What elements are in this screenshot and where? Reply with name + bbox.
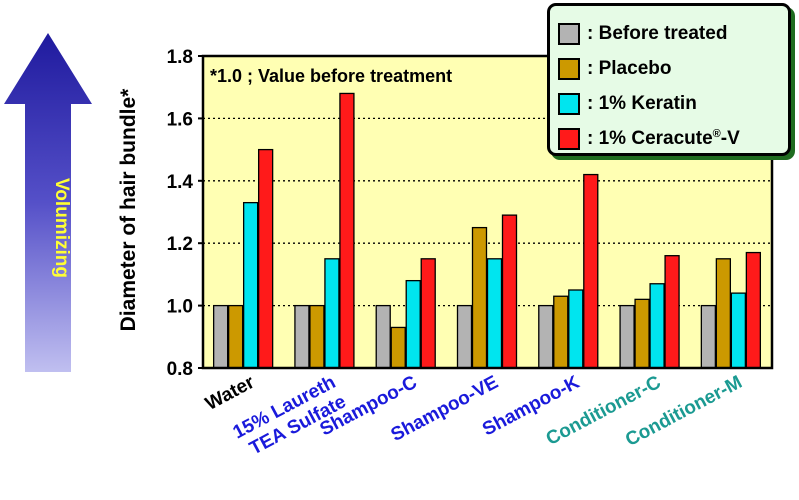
y-tick-label: 1.0 <box>167 297 193 318</box>
bar <box>339 92 355 369</box>
y-tick-label: 1.4 <box>167 172 194 193</box>
bar <box>619 304 635 369</box>
legend-label: : Placebo <box>587 58 672 79</box>
bar <box>420 258 436 369</box>
bar <box>501 214 518 369</box>
legend-item-keratin: : 1% Keratin <box>558 89 697 119</box>
bar <box>257 148 274 369</box>
bar <box>294 304 310 369</box>
bar <box>309 304 325 369</box>
legend-swatch-before-treated <box>558 23 580 45</box>
bar <box>730 292 747 369</box>
bar <box>715 258 732 369</box>
legend-label: : Before treated <box>587 23 728 44</box>
bar <box>745 251 762 369</box>
bar <box>324 258 340 369</box>
bar <box>227 304 244 369</box>
y-tick-label: 0.8 <box>167 359 193 380</box>
bar <box>471 226 488 369</box>
legend-item-ceracute: : 1% Ceracute®-V <box>558 124 740 154</box>
bar <box>538 304 554 369</box>
bar <box>553 295 569 369</box>
legend-item-before-treated: : Before treated <box>558 19 727 49</box>
bar <box>456 304 473 369</box>
legend-label-ceracute: : 1% Ceracute®-V <box>587 128 740 149</box>
plot-frame <box>201 54 774 370</box>
y-axis-label: Diameter of hair bundle* <box>117 88 140 332</box>
bar <box>583 173 599 369</box>
volumizing-label: Volumizing <box>51 178 72 278</box>
legend-swatch-placebo <box>558 58 580 80</box>
y-tick-label: 1.2 <box>167 234 193 255</box>
volumizing-arrow: Volumizing <box>4 33 92 372</box>
chart-legend: : Before treated : Placebo : 1% Keratin … <box>547 3 791 156</box>
bar <box>664 255 680 369</box>
legend-label: : 1% Keratin <box>587 93 697 114</box>
legend-swatch-keratin <box>558 93 580 115</box>
bar <box>634 298 650 369</box>
bar <box>242 201 259 369</box>
x-tick-label-line: Water <box>202 372 258 415</box>
bar <box>405 279 421 369</box>
bar <box>212 304 229 369</box>
chart-annotation: *1.0 ; Value before treatment <box>210 66 452 86</box>
y-tick-label: 1.8 <box>167 47 193 68</box>
bar <box>700 304 717 369</box>
legend-swatch-ceracute <box>558 128 580 150</box>
bar <box>390 326 406 369</box>
up-arrow-shape <box>4 33 92 372</box>
bar <box>486 258 503 369</box>
bar <box>375 304 391 369</box>
bar <box>649 283 665 369</box>
bar <box>568 289 584 369</box>
y-tick-label: 1.6 <box>167 109 193 130</box>
x-tick-label: Water <box>202 372 258 415</box>
legend-item-placebo: : Placebo <box>558 54 671 84</box>
